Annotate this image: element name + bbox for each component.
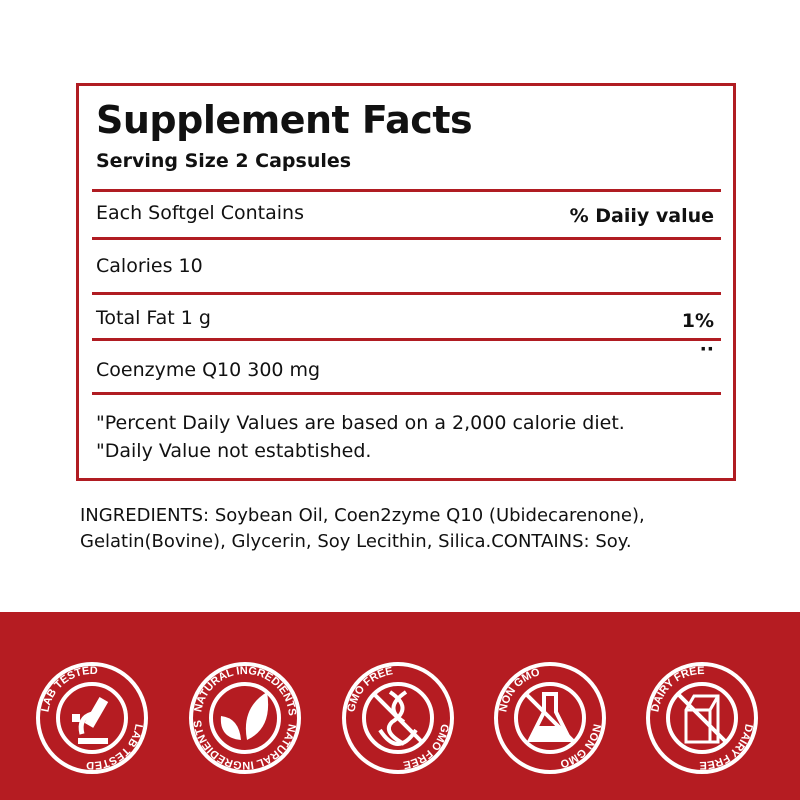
footnotes: "Percent Daily Values are based on a 2,0… [96, 409, 625, 465]
badge-text: LAB TESTED [86, 723, 145, 771]
row-coq10: Coenzyme Q10 300 mg [96, 359, 321, 381]
supplement-facts-panel [76, 83, 736, 481]
milk-carton-icon [676, 692, 728, 744]
divider [92, 338, 721, 341]
footnote: "Daily Value not estabtished. [96, 440, 372, 462]
badge-text: DAIRY FREE [649, 665, 704, 713]
row-total-fat-value: 1% [681, 310, 714, 332]
microscope-icon [72, 696, 109, 744]
footnote: "Percent Daily Values are based on a 2,0… [96, 412, 625, 434]
dna-icon [372, 690, 424, 746]
badge-text: NATURAL INGREDIENTS [192, 720, 298, 772]
header-right: % Daiiy value [569, 205, 714, 227]
row-coq10-value: ·· [699, 338, 714, 360]
badge-non-gmo: NON GMO NON GMO [492, 660, 608, 776]
badge-text: DAIRY FREE [699, 723, 754, 771]
divider [92, 237, 721, 240]
divider [92, 392, 721, 395]
badge-text: LAB TESTED [39, 665, 98, 713]
flask-icon [524, 692, 576, 744]
panel-title: Supplement Facts [96, 98, 473, 142]
header-left: Each Softgel Contains [96, 202, 304, 224]
badge-gmo-free: GMO FREE GMO FREE [340, 660, 456, 776]
badge-band: LAB TESTED LAB TESTED NATURAL INGREDIENTS N… [0, 612, 800, 800]
leaf-icon [220, 692, 269, 740]
ingredients-text: INGREDIENTS: Soybean Oil, Coen2zyme Q10 … [80, 505, 645, 552]
badge-text: NATURAL INGREDIENTS [192, 665, 298, 717]
serving-size: Serving Size 2 Capsules [96, 150, 352, 172]
row-calories: Calories 10 [96, 255, 203, 277]
divider [92, 189, 721, 192]
badge-natural-ingredients: NATURAL INGREDIENTS NATURAL INGREDIENTS [187, 660, 303, 776]
divider [92, 292, 721, 295]
badge-lab-tested: LAB TESTED LAB TESTED [34, 660, 150, 776]
badge-dairy-free: DAIRY FREE DAIRY FREE [644, 660, 760, 776]
row-total-fat: Total Fat 1 g [96, 307, 211, 329]
